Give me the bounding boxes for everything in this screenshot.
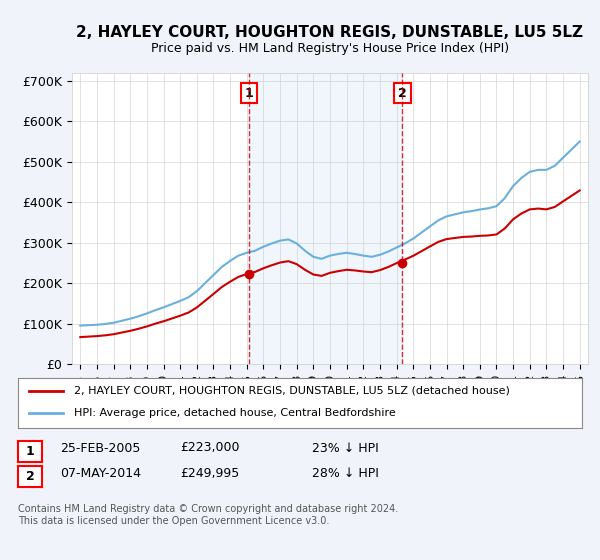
Text: 2, HAYLEY COURT, HOUGHTON REGIS, DUNSTABLE, LU5 5LZ (detached house): 2, HAYLEY COURT, HOUGHTON REGIS, DUNSTAB… — [74, 386, 510, 395]
Text: 2: 2 — [398, 87, 407, 100]
Text: £249,995: £249,995 — [180, 466, 239, 480]
Text: 2: 2 — [26, 470, 34, 483]
Text: 23% ↓ HPI: 23% ↓ HPI — [312, 441, 379, 455]
Text: HPI: Average price, detached house, Central Bedfordshire: HPI: Average price, detached house, Cent… — [74, 408, 396, 418]
Text: 28% ↓ HPI: 28% ↓ HPI — [312, 466, 379, 480]
Text: 25-FEB-2005: 25-FEB-2005 — [60, 441, 140, 455]
Text: 1: 1 — [245, 87, 254, 100]
Text: 2, HAYLEY COURT, HOUGHTON REGIS, DUNSTABLE, LU5 5LZ: 2, HAYLEY COURT, HOUGHTON REGIS, DUNSTAB… — [77, 25, 583, 40]
Text: £223,000: £223,000 — [180, 441, 239, 455]
Text: 1: 1 — [26, 445, 34, 458]
Text: Price paid vs. HM Land Registry's House Price Index (HPI): Price paid vs. HM Land Registry's House … — [151, 42, 509, 55]
Text: 07-MAY-2014: 07-MAY-2014 — [60, 466, 141, 480]
Bar — [249, 73, 403, 364]
Text: Contains HM Land Registry data © Crown copyright and database right 2024.
This d: Contains HM Land Registry data © Crown c… — [18, 504, 398, 526]
